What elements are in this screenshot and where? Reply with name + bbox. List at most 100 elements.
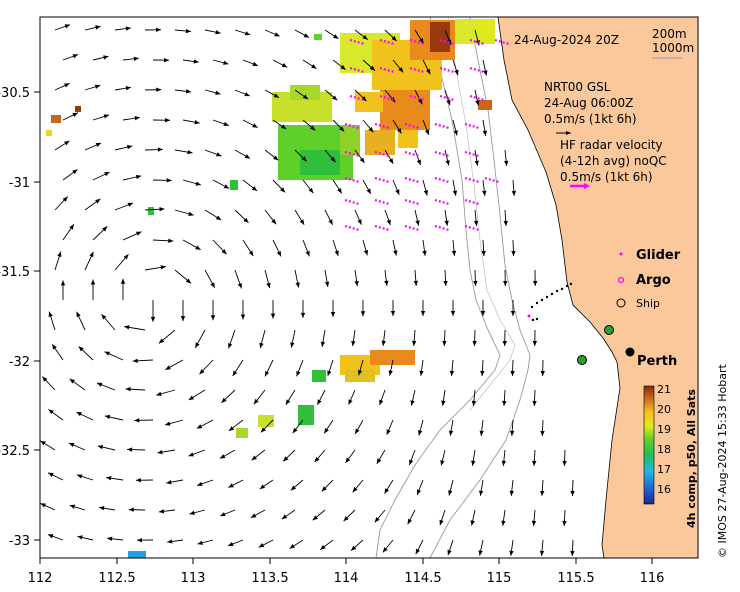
current-arrowhead — [327, 370, 332, 376]
hf-radar-arrow — [409, 66, 425, 74]
hf-radar-arrow — [439, 94, 455, 102]
gsl-scale: 0.5m/s (1kt 6h) — [544, 112, 637, 126]
current-arrowhead — [166, 178, 172, 183]
x-axis: 112 112.5 113 113.5 114 114.5 115 115.5 116 — [28, 558, 664, 586]
current-arrowhead — [48, 311, 53, 318]
current-arrowhead — [531, 520, 537, 526]
current-arrowhead — [368, 126, 374, 133]
current-arrowhead — [416, 489, 422, 495]
ship-legend-label: Ship — [636, 297, 660, 310]
current-arrowhead — [426, 68, 431, 75]
current-arrowhead — [76, 311, 81, 318]
current-arrowhead — [259, 484, 266, 490]
current-arrowhead — [290, 342, 295, 348]
current-arrowhead — [89, 251, 94, 258]
x-tick-label: 115 — [487, 571, 512, 586]
current-arrowhead — [328, 219, 333, 225]
hf-radar-scale: 0.5m/s (1kt 6h) — [560, 170, 653, 184]
current-arrowhead — [243, 217, 249, 223]
current-arrowhead — [289, 544, 295, 549]
hf-radar-arrow — [434, 176, 450, 184]
current-arrowhead — [532, 280, 538, 286]
current-arrowhead — [302, 94, 309, 100]
current-arrowhead — [185, 89, 192, 94]
hf-radar-arrow — [409, 94, 425, 102]
current-arrowhead — [156, 87, 162, 92]
current-arrowhead — [386, 429, 391, 435]
current-arrowhead — [470, 520, 475, 526]
current-arrowhead — [398, 67, 404, 73]
hf-radar-arrow — [374, 150, 390, 158]
current-arrowhead — [135, 231, 142, 236]
current-arrowhead — [419, 370, 424, 376]
current-arrowhead — [439, 519, 444, 526]
hf-radar-arrow — [344, 198, 360, 206]
current-arrowhead — [210, 282, 215, 288]
current-arrowhead — [379, 399, 384, 406]
current-arrowhead — [393, 250, 398, 256]
current-arrowhead — [95, 198, 101, 204]
current-arrowhead — [244, 92, 250, 97]
hf-radar-arrow — [404, 150, 420, 158]
current-arrowhead — [168, 238, 174, 243]
current-arrowhead — [357, 369, 363, 376]
hf-radar-arrow — [464, 122, 480, 130]
current-arrowhead — [413, 280, 419, 286]
current-arrowhead — [449, 370, 455, 376]
hf-radar-arrow — [469, 38, 485, 46]
colorbar-tick-label: 18 — [657, 443, 671, 456]
current-arrowhead — [94, 84, 101, 89]
current-arrowhead — [345, 457, 351, 463]
plot-frame — [39, 16, 699, 559]
current-arrowhead — [303, 33, 310, 38]
current-arrowhead — [157, 449, 163, 455]
current-arrowhead — [281, 514, 288, 520]
current-arrowhead — [127, 202, 134, 207]
current-arrowhead — [374, 517, 380, 523]
glider-track — [527, 282, 573, 322]
current-arrowhead — [166, 480, 172, 485]
current-arrowhead — [419, 38, 424, 44]
current-arrowhead — [362, 34, 368, 40]
current-arrowhead — [415, 548, 420, 555]
hf-radar-arrow — [349, 94, 365, 102]
current-arrowhead — [76, 474, 83, 479]
hf-radar-arrow — [379, 66, 395, 74]
current-arrowhead — [266, 282, 271, 289]
hf-radar-arrows — [344, 38, 510, 232]
current-arrowhead — [223, 60, 229, 65]
colorbar-tick-label: 17 — [657, 463, 671, 476]
current-arrowhead — [441, 400, 446, 406]
current-arrowhead — [351, 340, 356, 347]
y-tick-label: -31.5 — [0, 265, 30, 280]
current-arrowhead — [478, 550, 483, 556]
current-arrowhead — [253, 398, 259, 405]
hf-radar-subtitle: (4-12h avg) noQC — [560, 154, 667, 168]
current-arrowhead — [357, 219, 362, 225]
current-arrowhead — [128, 507, 134, 512]
hf-radar-arrow — [464, 224, 480, 232]
y-tick-label: -30.5 — [0, 86, 30, 101]
current-arrowhead — [454, 69, 459, 76]
current-arrowhead — [125, 26, 131, 31]
current-arrowhead — [411, 340, 417, 346]
current-arrowhead — [62, 196, 68, 202]
current-arrowhead — [96, 382, 103, 387]
current-arrowhead — [155, 27, 161, 32]
current-arrowhead — [334, 250, 339, 256]
current-arrowhead — [479, 430, 484, 436]
hf-radar-arrow — [464, 150, 480, 158]
isobath-200m-label: 200m — [652, 27, 687, 41]
current-arrowhead — [445, 160, 450, 166]
colorbar-tick-label: 21 — [657, 383, 671, 396]
current-arrowhead — [264, 370, 270, 377]
current-arrowhead — [158, 509, 165, 514]
current-arrowhead — [216, 152, 222, 157]
current-arrowhead — [163, 57, 169, 63]
ship-legend-icon — [616, 298, 626, 308]
current-arrowhead — [473, 280, 478, 286]
current-arrowhead — [228, 483, 234, 488]
current-arrowhead — [52, 344, 57, 350]
current-arrowhead — [47, 534, 54, 539]
